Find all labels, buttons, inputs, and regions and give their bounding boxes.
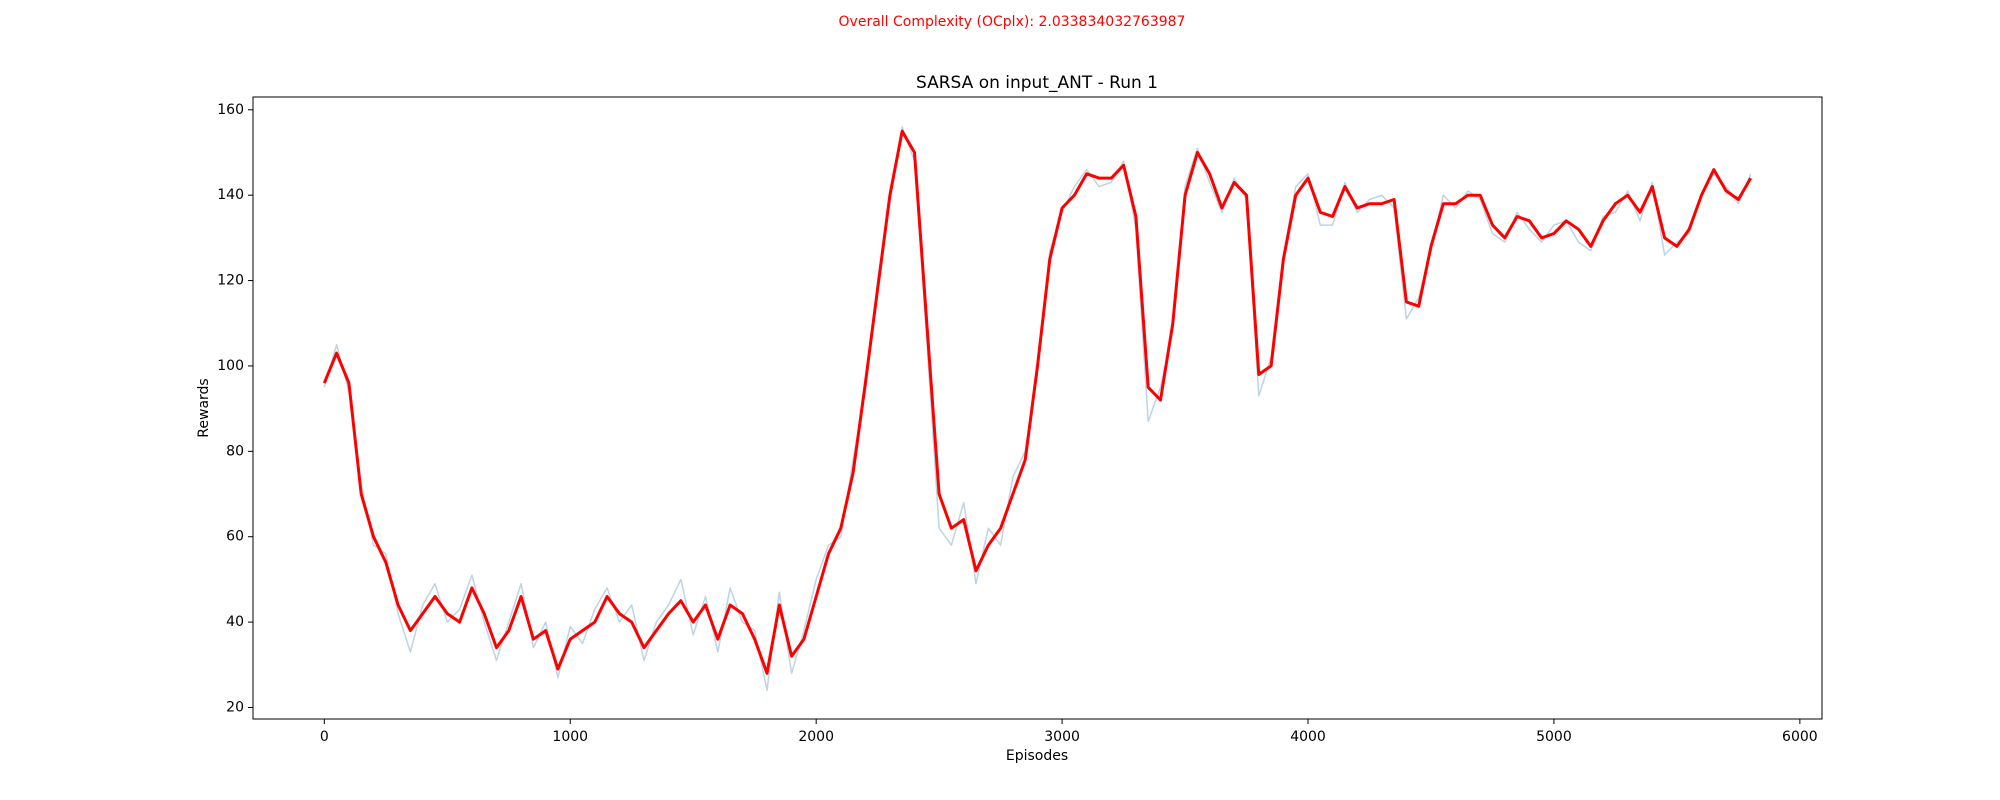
x-axis-label: Episodes — [1006, 748, 1068, 764]
x-tick-label: 5000 — [1536, 729, 1572, 745]
y-tick-label: 160 — [217, 102, 244, 118]
x-tick-label: 1000 — [552, 729, 588, 745]
plot-frame — [252, 96, 1823, 720]
y-tick-label: 20 — [226, 699, 244, 715]
x-tick-label: 4000 — [1290, 729, 1326, 745]
x-tick-label: 2000 — [798, 729, 834, 745]
x-tick-label: 6000 — [1782, 729, 1818, 745]
y-tick-label: 120 — [217, 273, 244, 289]
suptitle: Overall Complexity (OCplx): 2.0338340327… — [839, 14, 1186, 30]
y-tick-label: 80 — [226, 443, 244, 459]
x-tick-label: 0 — [320, 729, 329, 745]
y-tick-label: 40 — [226, 614, 244, 630]
x-tick-label: 3000 — [1044, 729, 1080, 745]
y-tick-label: 60 — [226, 529, 244, 545]
chart-title: SARSA on input_ANT - Run 1 — [916, 73, 1158, 93]
series-line — [322, 129, 1753, 675]
y-tick-label: 140 — [217, 187, 244, 203]
y-axis-label: Rewards — [196, 378, 212, 437]
series-line — [323, 126, 1752, 692]
y-tick-label: 100 — [217, 358, 244, 374]
